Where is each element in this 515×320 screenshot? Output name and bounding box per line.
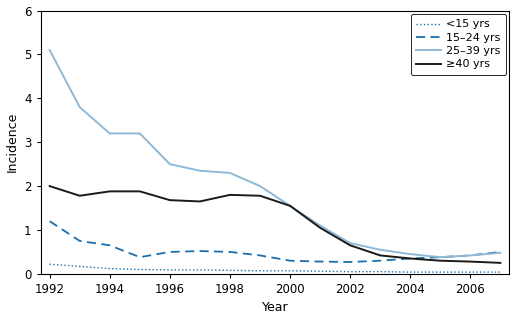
15–24 yrs bbox=[407, 257, 414, 260]
15–24 yrs bbox=[136, 255, 143, 259]
<15 yrs bbox=[107, 267, 113, 270]
15–24 yrs bbox=[197, 249, 203, 253]
≥40 yrs bbox=[46, 184, 53, 188]
<15 yrs bbox=[227, 268, 233, 272]
<15 yrs bbox=[467, 270, 473, 274]
25–39 yrs bbox=[136, 132, 143, 135]
25–39 yrs bbox=[317, 224, 323, 228]
<15 yrs bbox=[407, 270, 414, 274]
<15 yrs bbox=[46, 262, 53, 266]
25–39 yrs bbox=[377, 248, 383, 252]
<15 yrs bbox=[317, 269, 323, 273]
15–24 yrs bbox=[467, 253, 473, 257]
15–24 yrs bbox=[437, 255, 443, 259]
25–39 yrs bbox=[437, 255, 443, 259]
<15 yrs bbox=[377, 270, 383, 274]
≥40 yrs bbox=[167, 198, 173, 202]
25–39 yrs bbox=[167, 162, 173, 166]
15–24 yrs bbox=[77, 239, 83, 243]
≥40 yrs bbox=[197, 200, 203, 204]
25–39 yrs bbox=[467, 253, 473, 257]
25–39 yrs bbox=[287, 204, 293, 208]
25–39 yrs bbox=[197, 169, 203, 173]
15–24 yrs bbox=[107, 244, 113, 247]
15–24 yrs bbox=[497, 250, 504, 254]
≥40 yrs bbox=[467, 260, 473, 263]
<15 yrs bbox=[437, 270, 443, 274]
<15 yrs bbox=[347, 270, 353, 274]
25–39 yrs bbox=[107, 132, 113, 135]
<15 yrs bbox=[197, 268, 203, 272]
<15 yrs bbox=[257, 269, 263, 273]
≥40 yrs bbox=[437, 259, 443, 263]
Line: 25–39 yrs: 25–39 yrs bbox=[49, 50, 501, 257]
Legend: <15 yrs, 15–24 yrs, 25–39 yrs, ≥40 yrs: <15 yrs, 15–24 yrs, 25–39 yrs, ≥40 yrs bbox=[410, 14, 506, 75]
15–24 yrs bbox=[377, 259, 383, 263]
≥40 yrs bbox=[407, 257, 414, 260]
Line: 15–24 yrs: 15–24 yrs bbox=[49, 221, 501, 262]
Y-axis label: Incidence: Incidence bbox=[6, 112, 19, 172]
≥40 yrs bbox=[107, 189, 113, 193]
≥40 yrs bbox=[497, 261, 504, 265]
25–39 yrs bbox=[347, 241, 353, 245]
≥40 yrs bbox=[257, 194, 263, 198]
≥40 yrs bbox=[136, 189, 143, 193]
X-axis label: Year: Year bbox=[262, 301, 288, 315]
25–39 yrs bbox=[77, 105, 83, 109]
Line: <15 yrs: <15 yrs bbox=[49, 264, 501, 272]
25–39 yrs bbox=[227, 171, 233, 175]
15–24 yrs bbox=[227, 250, 233, 254]
15–24 yrs bbox=[317, 260, 323, 263]
25–39 yrs bbox=[257, 184, 263, 188]
≥40 yrs bbox=[377, 253, 383, 257]
≥40 yrs bbox=[347, 244, 353, 247]
≥40 yrs bbox=[317, 226, 323, 230]
15–24 yrs bbox=[46, 219, 53, 223]
15–24 yrs bbox=[167, 250, 173, 254]
25–39 yrs bbox=[497, 251, 504, 255]
<15 yrs bbox=[497, 270, 504, 274]
≥40 yrs bbox=[287, 204, 293, 208]
<15 yrs bbox=[77, 265, 83, 268]
15–24 yrs bbox=[347, 260, 353, 264]
Line: ≥40 yrs: ≥40 yrs bbox=[49, 186, 501, 263]
<15 yrs bbox=[287, 269, 293, 273]
<15 yrs bbox=[167, 268, 173, 272]
15–24 yrs bbox=[257, 253, 263, 257]
25–39 yrs bbox=[407, 252, 414, 256]
15–24 yrs bbox=[287, 259, 293, 263]
<15 yrs bbox=[136, 268, 143, 271]
25–39 yrs bbox=[46, 48, 53, 52]
≥40 yrs bbox=[77, 194, 83, 198]
≥40 yrs bbox=[227, 193, 233, 197]
